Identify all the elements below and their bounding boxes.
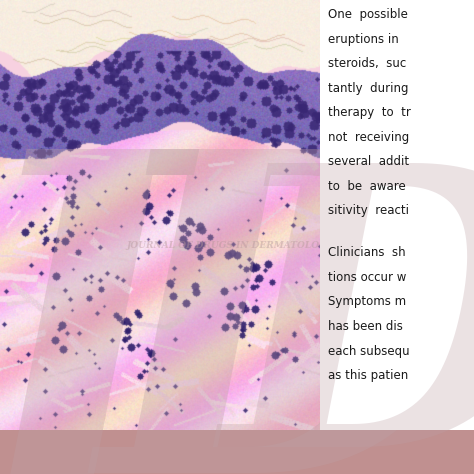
Text: several  addit: several addit (328, 155, 409, 168)
Text: to  be  aware: to be aware (328, 180, 406, 192)
Text: sitivity  reacti: sitivity reacti (328, 204, 409, 217)
Text: D: D (221, 151, 474, 474)
Text: JOURNAL OF DRUGS IN DERMATOLOGY: JOURNAL OF DRUGS IN DERMATOLOGY (127, 240, 334, 249)
Bar (320, 0, 474, 430)
Text: Symptoms m: Symptoms m (328, 295, 406, 309)
Text: tions occur w: tions occur w (328, 271, 406, 284)
Text: each subsequ: each subsequ (328, 345, 410, 357)
Text: as this patien: as this patien (328, 369, 408, 382)
Text: eruptions in: eruptions in (328, 33, 399, 46)
Text: D: D (97, 135, 474, 474)
Text: J: J (0, 135, 175, 474)
Text: One  possible: One possible (328, 8, 408, 21)
Bar (0, 430, 474, 474)
Text: therapy  to  tr: therapy to tr (328, 106, 411, 119)
Text: tantly  during: tantly during (328, 82, 409, 94)
Text: has been dis: has been dis (328, 320, 403, 333)
Text: Clinicians  sh: Clinicians sh (328, 246, 406, 259)
Text: steroids,  suc: steroids, suc (328, 57, 406, 70)
Text: not  receiving: not receiving (328, 130, 409, 144)
